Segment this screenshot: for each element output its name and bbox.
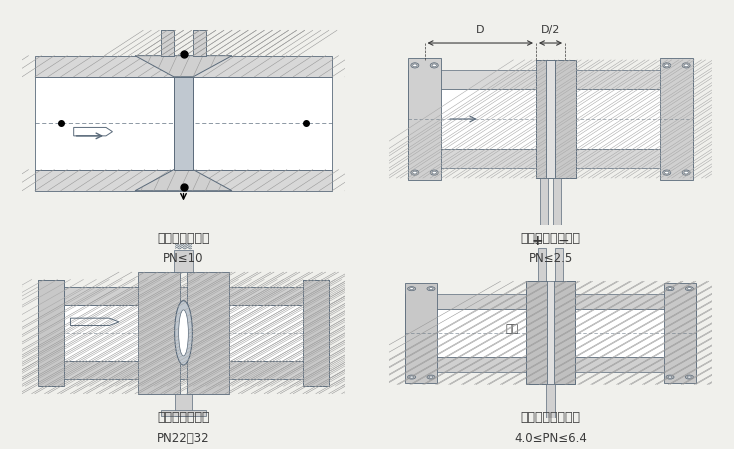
Ellipse shape bbox=[430, 63, 438, 68]
Ellipse shape bbox=[427, 375, 435, 379]
Bar bbox=[539, 248, 546, 282]
Text: 法兰取压标准孔板: 法兰取压标准孔板 bbox=[520, 411, 581, 424]
Ellipse shape bbox=[666, 375, 674, 379]
Ellipse shape bbox=[665, 64, 669, 67]
Bar bbox=[405, 357, 696, 372]
Bar bbox=[303, 279, 329, 386]
Bar bbox=[405, 294, 696, 309]
Ellipse shape bbox=[430, 170, 438, 175]
Bar bbox=[35, 56, 332, 77]
Bar bbox=[553, 178, 561, 224]
Bar bbox=[193, 31, 206, 56]
Ellipse shape bbox=[668, 376, 672, 378]
Ellipse shape bbox=[666, 286, 674, 291]
Bar bbox=[553, 282, 575, 384]
Ellipse shape bbox=[688, 376, 691, 378]
Ellipse shape bbox=[688, 288, 691, 290]
Ellipse shape bbox=[682, 170, 690, 175]
Bar bbox=[35, 77, 332, 170]
Text: D/2: D/2 bbox=[541, 25, 560, 35]
Bar bbox=[661, 58, 693, 180]
Bar bbox=[408, 89, 693, 149]
Text: 焊接式八槽孔板: 焊接式八槽孔板 bbox=[157, 232, 210, 245]
Ellipse shape bbox=[407, 286, 415, 291]
Ellipse shape bbox=[686, 375, 694, 379]
Bar bbox=[664, 283, 696, 383]
Bar bbox=[303, 279, 329, 386]
Ellipse shape bbox=[411, 63, 419, 68]
Polygon shape bbox=[135, 56, 232, 77]
Text: 高压透镜垫孔板: 高压透镜垫孔板 bbox=[157, 411, 210, 424]
Text: PN≤2.5: PN≤2.5 bbox=[528, 252, 573, 265]
Ellipse shape bbox=[684, 64, 688, 67]
Bar bbox=[161, 410, 206, 416]
Ellipse shape bbox=[411, 170, 419, 175]
Bar bbox=[38, 361, 329, 379]
Bar bbox=[175, 394, 192, 416]
Bar bbox=[408, 149, 693, 167]
Bar bbox=[161, 31, 174, 56]
Ellipse shape bbox=[684, 171, 688, 174]
Ellipse shape bbox=[427, 286, 435, 291]
Bar bbox=[555, 60, 575, 178]
Bar bbox=[536, 60, 557, 178]
Text: 4.0≤PN≤6.4: 4.0≤PN≤6.4 bbox=[514, 431, 587, 445]
Bar bbox=[161, 31, 174, 56]
Bar bbox=[405, 309, 696, 357]
Ellipse shape bbox=[413, 64, 417, 67]
Ellipse shape bbox=[175, 301, 192, 365]
Bar bbox=[138, 272, 181, 394]
Bar bbox=[548, 282, 553, 384]
Ellipse shape bbox=[413, 171, 417, 174]
Bar bbox=[553, 282, 575, 384]
Ellipse shape bbox=[665, 171, 669, 174]
Bar bbox=[405, 283, 437, 383]
Ellipse shape bbox=[410, 376, 413, 378]
Bar bbox=[38, 279, 64, 386]
Bar bbox=[546, 60, 554, 178]
Ellipse shape bbox=[668, 288, 672, 290]
Text: PN22；32: PN22；32 bbox=[157, 431, 210, 445]
Bar bbox=[193, 31, 206, 56]
Bar bbox=[540, 178, 548, 224]
Ellipse shape bbox=[686, 286, 694, 291]
Bar bbox=[526, 282, 548, 384]
Ellipse shape bbox=[663, 170, 671, 175]
Bar bbox=[546, 384, 554, 418]
Bar bbox=[35, 170, 332, 191]
Text: −: − bbox=[558, 234, 570, 248]
Bar bbox=[186, 272, 229, 394]
Polygon shape bbox=[135, 170, 232, 191]
Ellipse shape bbox=[407, 375, 415, 379]
Ellipse shape bbox=[682, 63, 690, 68]
Bar bbox=[174, 250, 193, 272]
Bar bbox=[174, 77, 193, 170]
Text: PN≤10: PN≤10 bbox=[163, 252, 204, 265]
Bar bbox=[408, 70, 693, 89]
Bar bbox=[526, 282, 548, 384]
Ellipse shape bbox=[178, 310, 189, 356]
Bar bbox=[38, 287, 329, 305]
Bar bbox=[38, 279, 64, 386]
Bar bbox=[536, 60, 557, 178]
Text: +: + bbox=[531, 234, 543, 248]
Bar bbox=[555, 60, 575, 178]
Ellipse shape bbox=[410, 288, 413, 290]
Text: D: D bbox=[476, 25, 484, 35]
Ellipse shape bbox=[429, 376, 433, 378]
Bar bbox=[38, 305, 329, 361]
Ellipse shape bbox=[429, 288, 433, 290]
Ellipse shape bbox=[432, 171, 436, 174]
Bar bbox=[408, 58, 440, 180]
Ellipse shape bbox=[432, 64, 436, 67]
Text: 径距取压标准孔板: 径距取压标准孔板 bbox=[520, 232, 581, 245]
Ellipse shape bbox=[663, 63, 671, 68]
Bar bbox=[555, 248, 562, 282]
Text: 流向: 流向 bbox=[505, 324, 518, 334]
